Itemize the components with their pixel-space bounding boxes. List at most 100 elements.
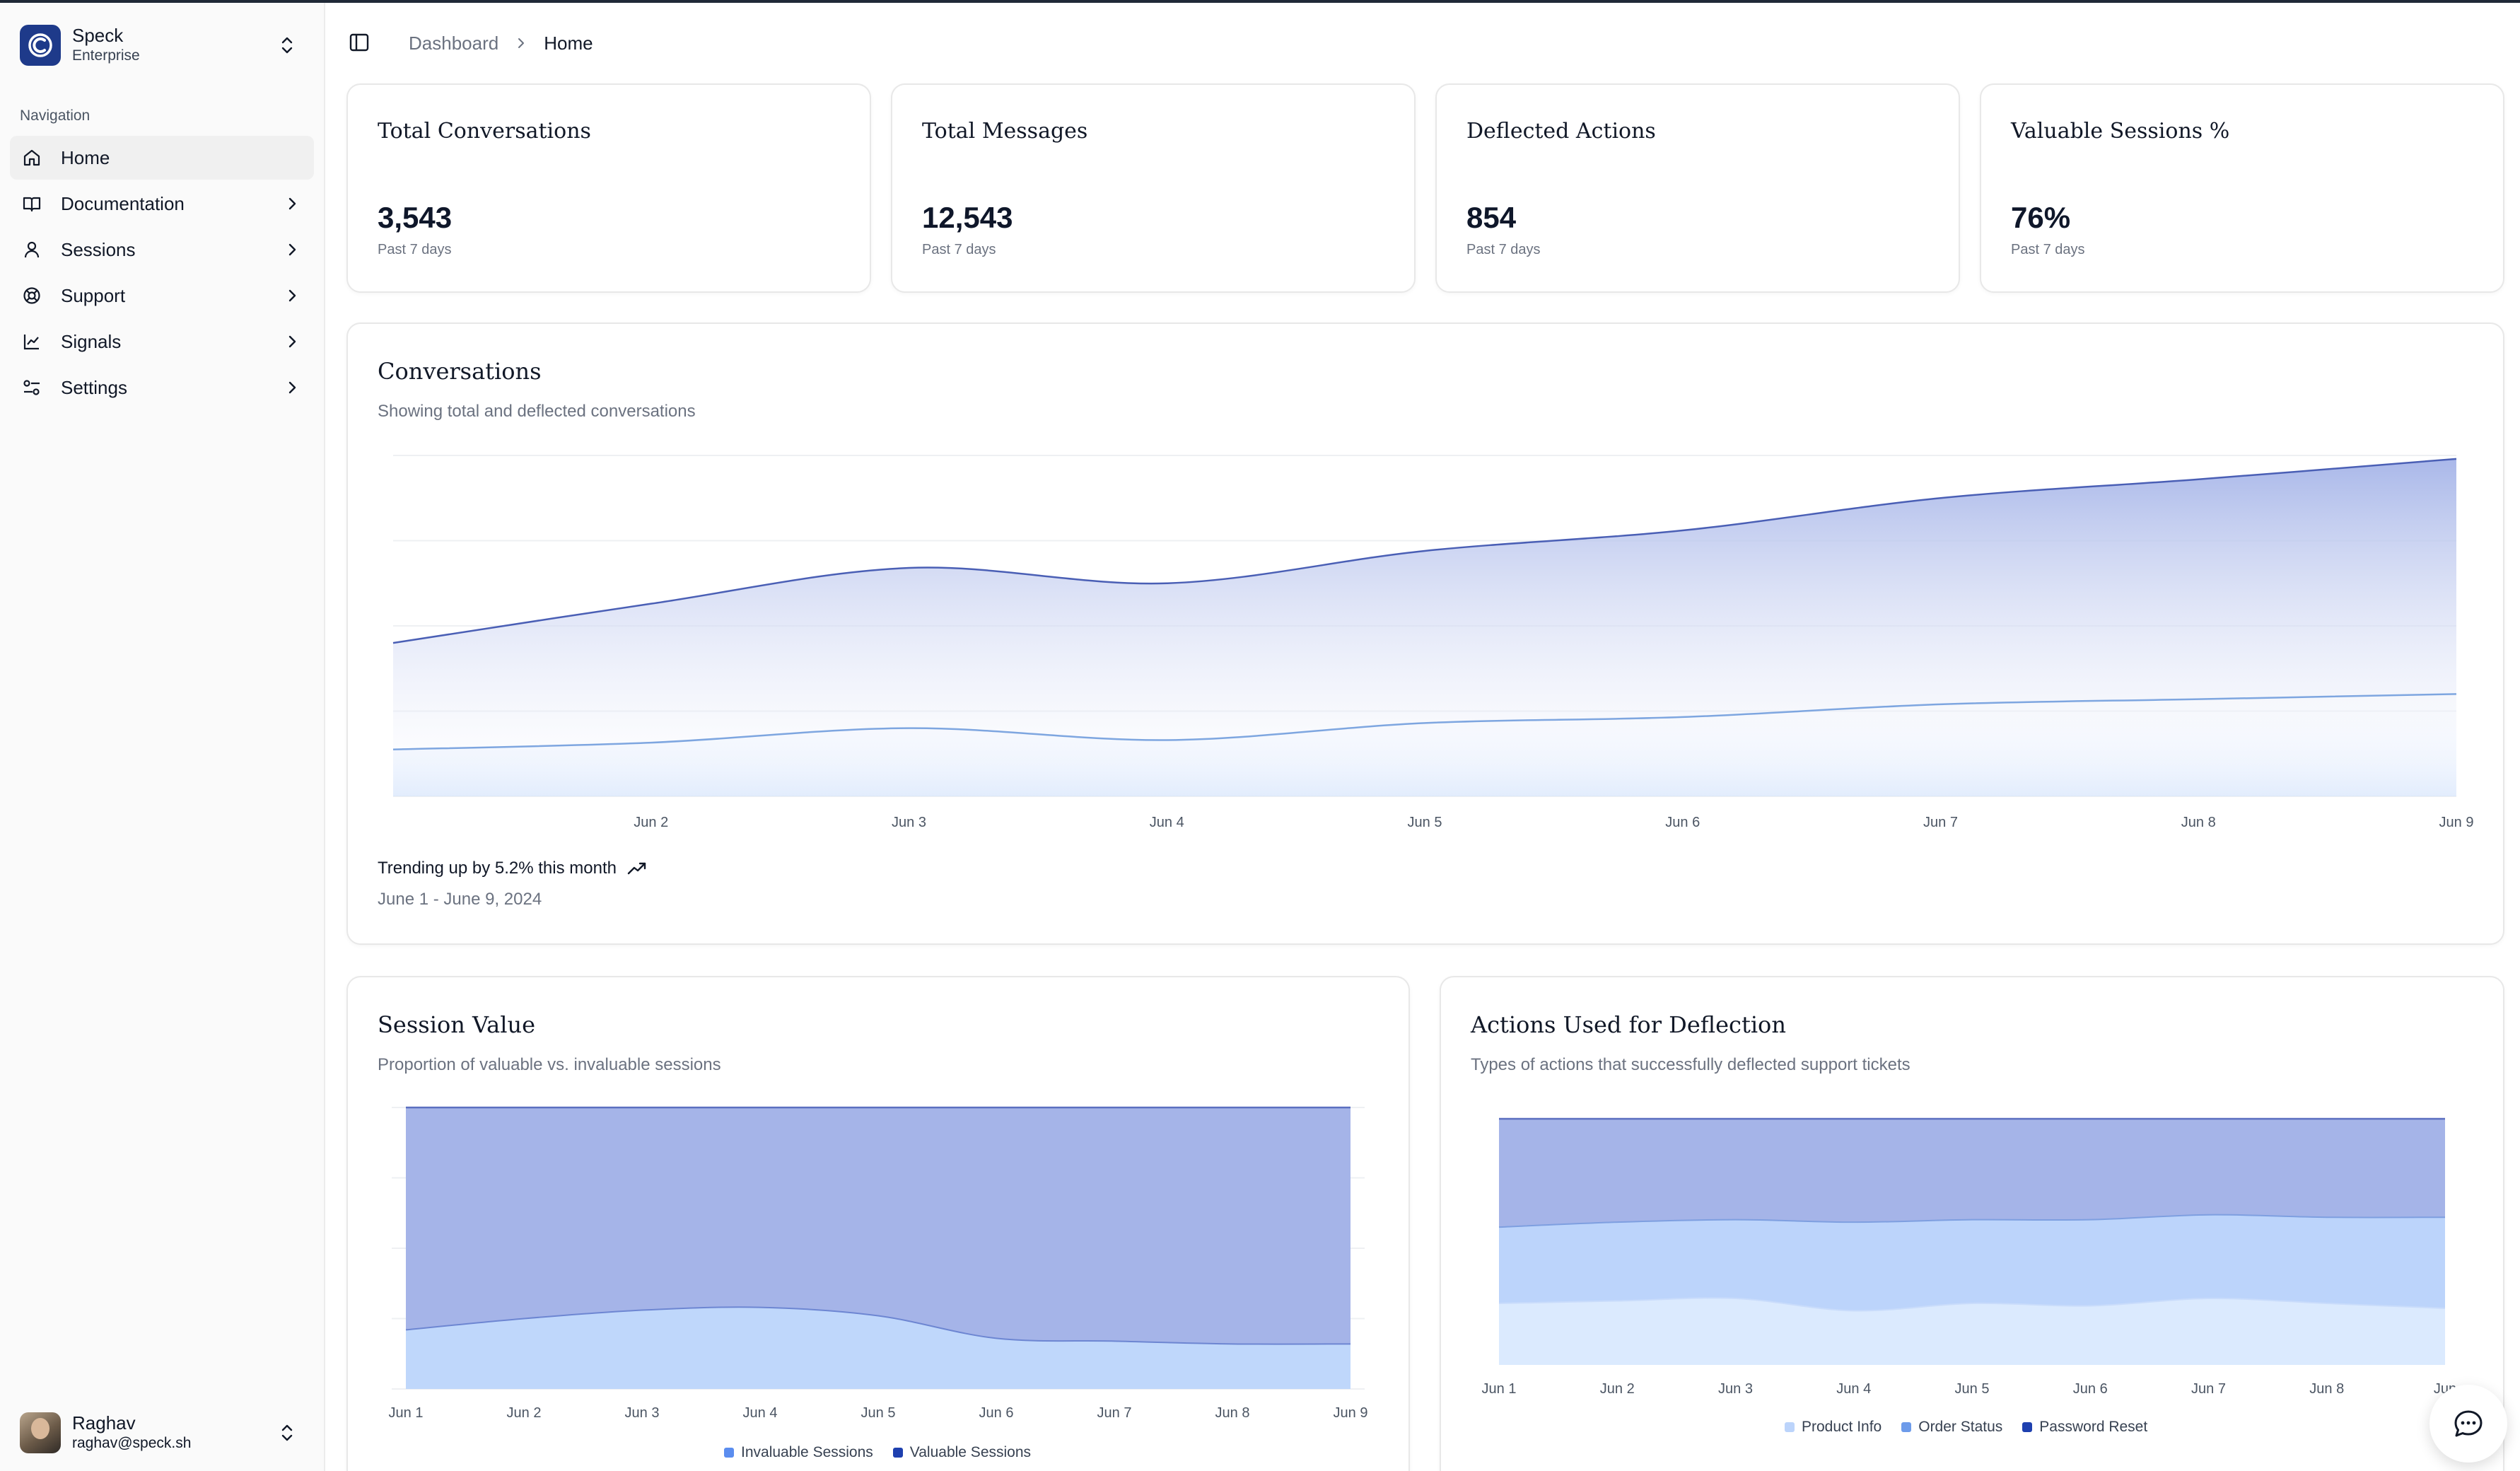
sidebar-nav: Home Documentation Sessions Support (10, 136, 314, 412)
chart-title: Conversations (378, 358, 542, 385)
x-tick-label: Jun 8 (1215, 1405, 1250, 1421)
chevrons-up-down-icon (281, 1424, 293, 1441)
stat-card-deflected-actions: Deflected Actions 854 Past 7 days (1435, 83, 1960, 293)
x-tick-label: Jun 1 (1482, 1381, 1517, 1397)
chart-legend: Invaluable Sessions Valuable Sessions (724, 1444, 1051, 1461)
trending-up-icon (627, 862, 646, 875)
stat-value: 12,543 (922, 201, 1013, 234)
stat-value: 854 (1466, 201, 1517, 234)
x-tick-label: Jun 7 (1923, 815, 1958, 830)
speck-logo-icon (20, 25, 61, 66)
chevron-right-icon (288, 335, 296, 348)
legend-item-product-info[interactable]: Product Info (1785, 1419, 1882, 1436)
legend-swatch (1785, 1422, 1795, 1432)
chart-legend: Product Info Order Status Password Reset (1785, 1419, 2167, 1436)
stat-card-valuable-sessions: Valuable Sessions % 76% Past 7 days (1980, 83, 2504, 293)
user-name: Raghav (72, 1412, 136, 1434)
sidebar-item-documentation[interactable]: Documentation (10, 182, 314, 226)
x-tick-label: Jun 9 (1334, 1405, 1368, 1421)
user-menu[interactable]: Raghav raghav@speck.sh (20, 1410, 310, 1455)
book-icon (21, 193, 42, 214)
sidebar-item-label: Signals (61, 330, 122, 352)
stat-card-total-conversations: Total Conversations 3,543 Past 7 days (346, 83, 871, 293)
series-order-status-area (1499, 1214, 2445, 1311)
chart-title: Actions Used for Deflection (1471, 1011, 1786, 1038)
x-tick-label: Jun 8 (2309, 1381, 2344, 1397)
app-plan: Enterprise (72, 47, 140, 64)
x-tick-label: Jun 2 (634, 815, 668, 830)
x-tick-label: Jun 5 (861, 1405, 896, 1421)
user-email: raghav@speck.sh (72, 1435, 192, 1451)
stat-title: Deflected Actions (1466, 119, 1656, 144)
sliders-icon (21, 377, 42, 398)
x-tick-label: Jun 4 (1836, 1381, 1871, 1397)
x-tick-label: Jun 6 (1665, 815, 1700, 830)
x-tick-label: Jun 6 (2073, 1381, 2108, 1397)
breadcrumb-dashboard-link[interactable]: Dashboard (409, 32, 499, 54)
sidebar-item-label: Sessions (61, 238, 136, 260)
stat-value: 3,543 (378, 201, 453, 234)
sidebar-item-sessions[interactable]: Sessions (10, 228, 314, 272)
session-value-chart-card: Session Value Proportion of valuable vs.… (346, 976, 1410, 1471)
series-total-line (392, 458, 2457, 644)
date-range: June 1 - June 9, 2024 (378, 890, 542, 909)
series-invaluable-area (406, 1307, 1351, 1389)
x-tick-label: Jun 3 (892, 815, 926, 830)
conversations-area-chart: Jun 2 Jun 3 Jun 4 Jun 5 Jun 6 Jun 7 Jun 8 Jun 9 (392, 455, 2473, 830)
series-valuable-area (406, 1107, 1351, 1344)
series-order-status-line (1498, 1214, 2446, 1228)
sidebar-item-support[interactable]: Support (10, 274, 314, 318)
sidebar-item-label: Support (61, 284, 126, 306)
legend-item-valuable[interactable]: Valuable Sessions (892, 1444, 1032, 1461)
x-tick-label: Jun 1 (389, 1405, 424, 1421)
app-name: Speck (72, 25, 124, 46)
x-tick-label: Jun 5 (1408, 815, 1442, 830)
x-tick-label: Jun 7 (2191, 1381, 2226, 1397)
legend-label: Password Reset (2039, 1419, 2148, 1435)
stat-period: Past 7 days (378, 242, 452, 257)
x-tick-label: Jun 3 (1718, 1381, 1753, 1397)
sidebar-item-label: Settings (61, 376, 127, 398)
stat-title: Total Conversations (378, 119, 591, 144)
stat-period: Past 7 days (922, 242, 996, 257)
conversations-chart-card: Conversations Showing total and deflecte… (346, 322, 2504, 945)
workspace-switcher[interactable]: Speck Enterprise (20, 23, 310, 68)
series-product-info-line (1498, 1297, 2446, 1312)
chat-bubble-icon (2454, 1410, 2483, 1437)
avatar (20, 1412, 61, 1453)
stat-period: Past 7 days (1466, 242, 1541, 257)
sidebar-item-home[interactable]: Home (10, 136, 314, 180)
stat-value: 76% (2011, 201, 2071, 234)
legend-swatch (1901, 1422, 1912, 1432)
sidebar-toggle-icon[interactable] (348, 31, 371, 54)
line-chart-icon (21, 331, 42, 352)
sidebar-item-signals[interactable]: Signals (10, 320, 314, 364)
sidebar-item-label: Home (61, 146, 110, 168)
legend-item-order-status[interactable]: Order Status (1901, 1419, 2002, 1436)
chat-support-button[interactable] (2429, 1385, 2507, 1463)
legend-item-password-reset[interactable]: Password Reset (2022, 1419, 2147, 1436)
legend-label: Product Info (1802, 1419, 1882, 1435)
x-tick-label: Jun 5 (1955, 1381, 1990, 1397)
x-tick-label: Jun 6 (979, 1405, 1014, 1421)
home-icon (21, 147, 42, 168)
x-tick-label: Jun 3 (625, 1405, 660, 1421)
series-deflected-area (393, 694, 2456, 796)
x-tick-label: Jun 4 (1150, 815, 1184, 830)
x-tick-label: Jun 2 (1600, 1381, 1635, 1397)
chevron-right-icon (288, 243, 296, 256)
legend-item-invaluable[interactable]: Invaluable Sessions (724, 1444, 873, 1461)
chevrons-up-down-icon (281, 37, 293, 54)
sidebar-item-settings[interactable]: Settings (10, 366, 314, 409)
x-tick-label: Jun 4 (743, 1405, 778, 1421)
chevron-right-icon (288, 289, 296, 302)
deflection-area-chart: Jun 1 Jun 2 Jun 3 Jun 4 Jun 5 Jun 6 Jun 7 Jun 8… (1482, 1117, 2456, 1397)
trend-text: Trending up by 5.2% this month (378, 859, 617, 878)
series-product-info-area (1499, 1298, 2445, 1365)
breadcrumb: Dashboard Home (409, 31, 593, 55)
legend-label: Invaluable Sessions (741, 1444, 873, 1460)
user-icon (21, 239, 42, 260)
window-top-border (0, 0, 2520, 3)
legend-label: Valuable Sessions (909, 1444, 1032, 1460)
series-deflected-line (392, 693, 2457, 750)
